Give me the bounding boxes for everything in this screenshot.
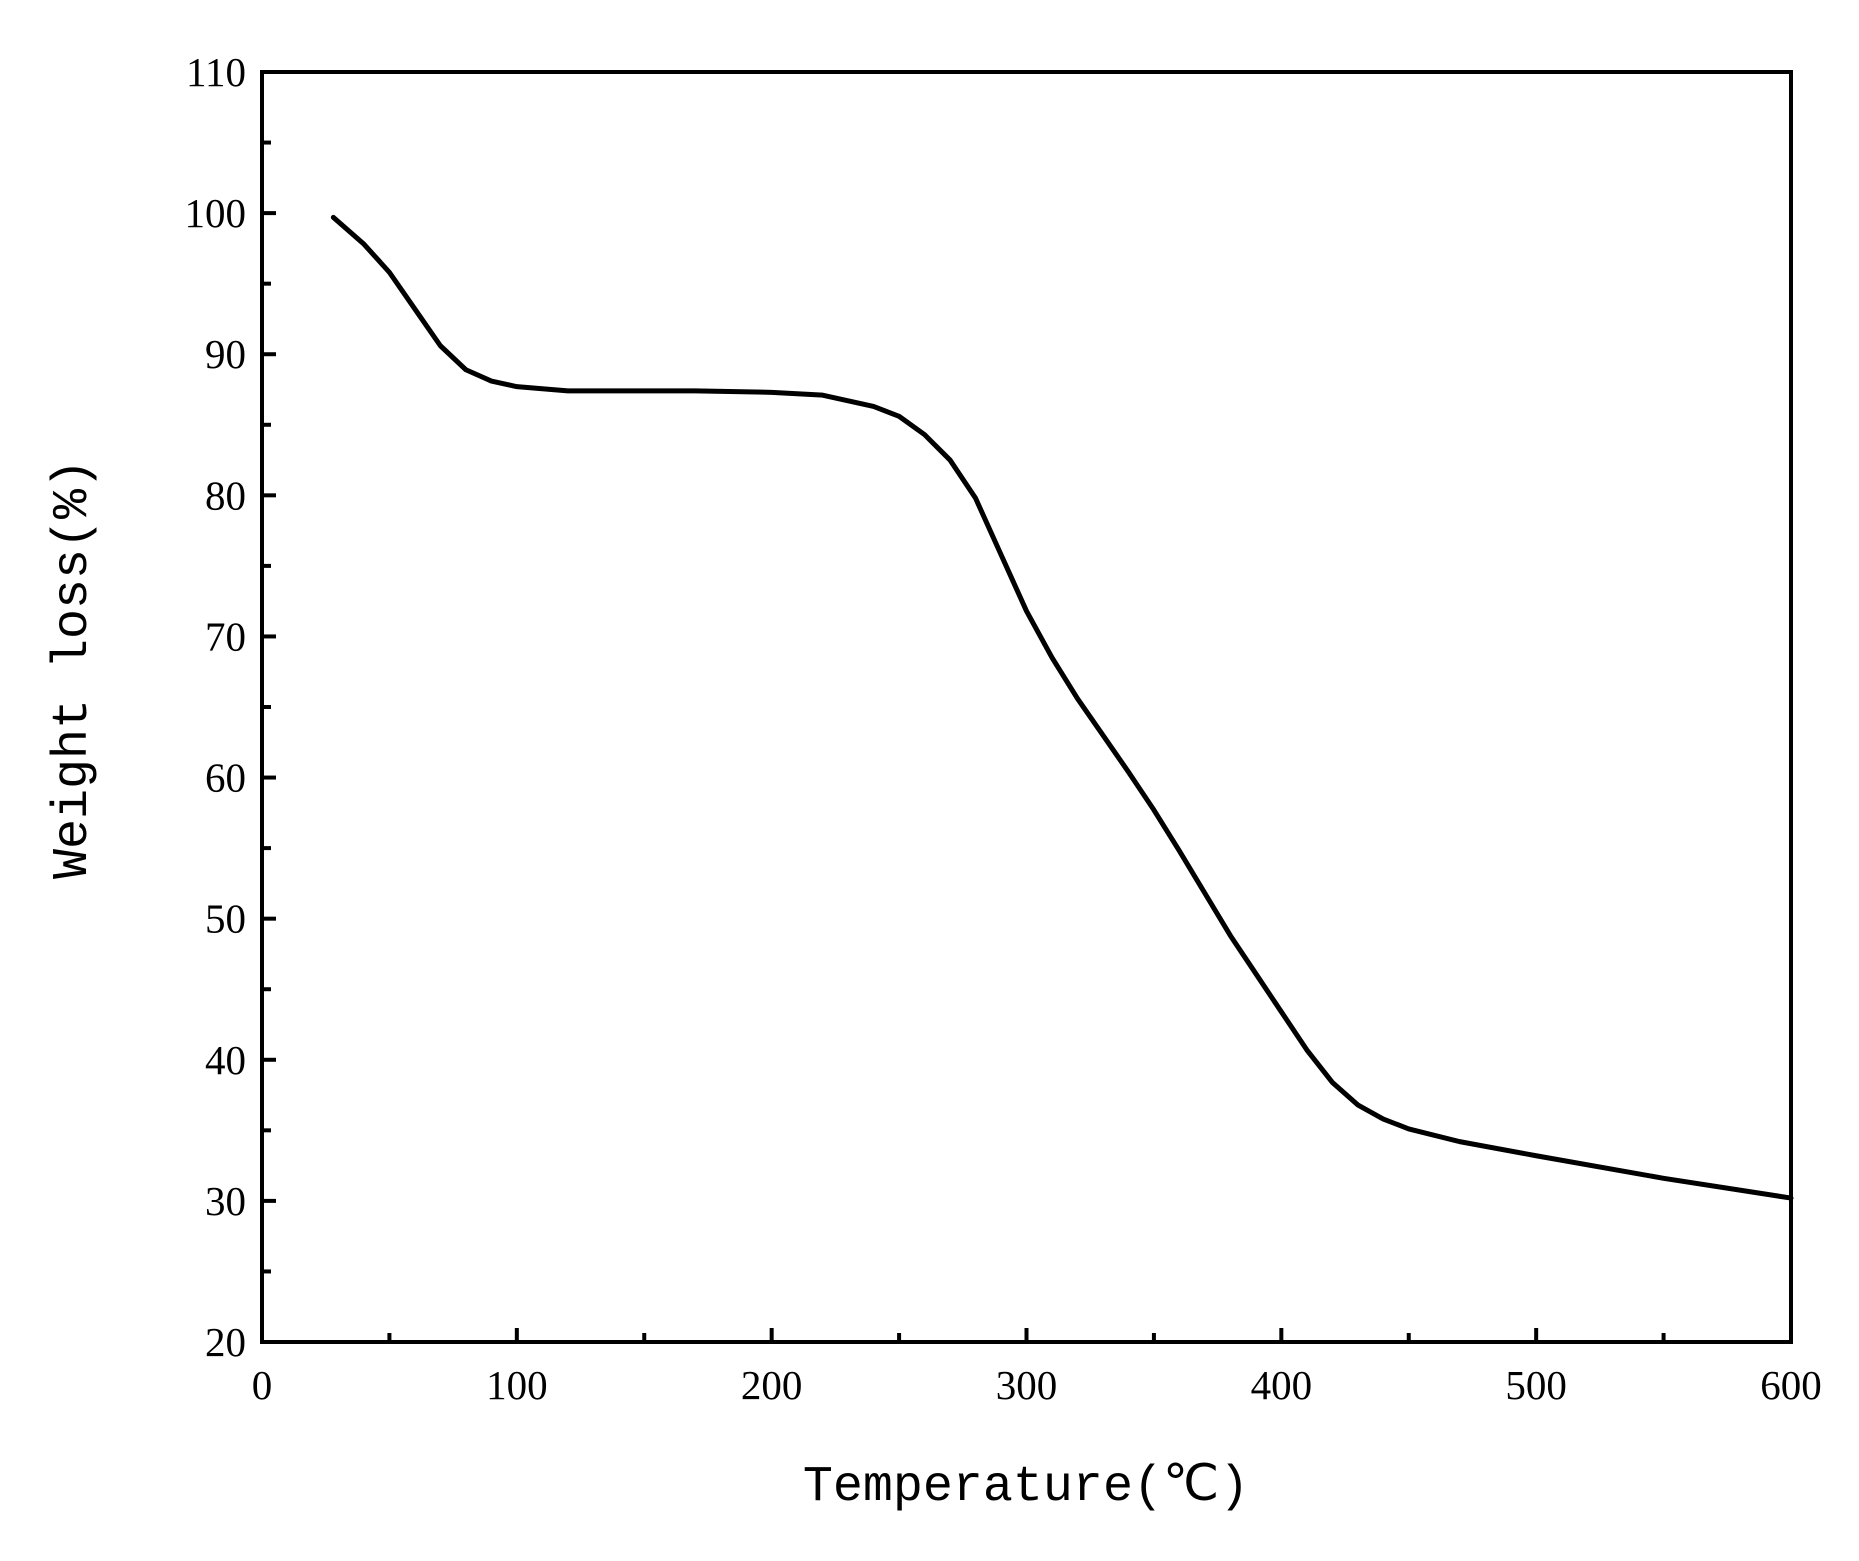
- x-tick-label: 0: [252, 1362, 273, 1408]
- y-tick-label: 100: [185, 190, 247, 236]
- y-tick-label: 80: [205, 472, 246, 518]
- y-tick-label: 70: [205, 613, 246, 659]
- x-axis-label: Temperature(℃): [803, 1459, 1249, 1516]
- y-tick-label: 30: [205, 1178, 246, 1224]
- y-tick-label: 20: [205, 1319, 246, 1365]
- x-tick-label: 100: [486, 1362, 548, 1408]
- y-tick-label: 90: [205, 331, 246, 377]
- y-tick-label: 40: [205, 1037, 246, 1083]
- x-tick-label: 200: [741, 1362, 803, 1408]
- x-tick-label: 400: [1251, 1362, 1313, 1408]
- x-tick-label: 500: [1505, 1362, 1567, 1408]
- y-tick-label: 60: [205, 755, 246, 801]
- data-line: [330, 214, 1794, 1201]
- x-tick-label: 600: [1760, 1362, 1822, 1408]
- y-axis-label: Weight loss(%): [45, 459, 102, 879]
- y-tick-label: 50: [205, 896, 246, 942]
- x-tick-label: 300: [996, 1362, 1058, 1408]
- plot-frame: [260, 70, 1793, 1344]
- y-tick-label: 110: [186, 49, 246, 95]
